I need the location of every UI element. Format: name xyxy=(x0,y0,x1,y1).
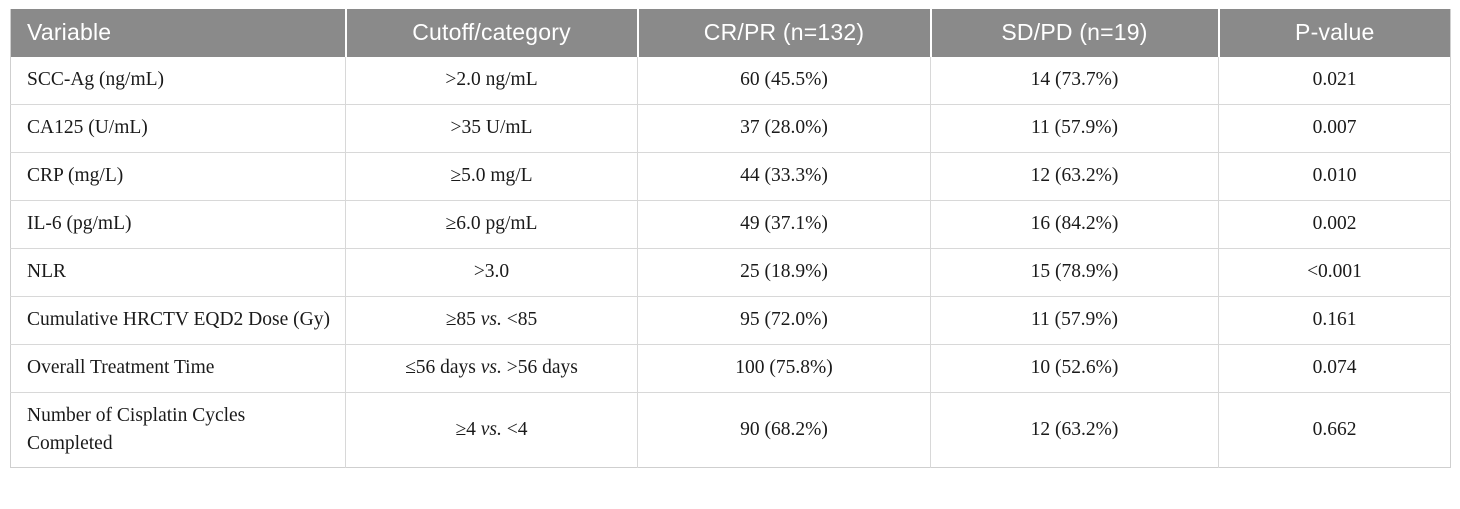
cell-sdpd: 12 (63.2%) xyxy=(930,392,1219,468)
table-row: IL-6 (pg/mL) ≥6.0 pg/mL 49 (37.1%) 16 (8… xyxy=(10,200,1451,249)
table-body: SCC-Ag (ng/mL) >2.0 ng/mL 60 (45.5%) 14 … xyxy=(10,56,1451,468)
cell-variable: Number of Cisplatin Cycles Completed xyxy=(10,392,346,468)
cell-crpr: 49 (37.1%) xyxy=(637,200,931,249)
outcome-predictors-table: Variable Cutoff/category CR/PR (n=132) S… xyxy=(10,9,1451,469)
table-row: NLR >3.0 25 (18.9%) 15 (78.9%) <0.001 xyxy=(10,248,1451,297)
cell-sdpd: 11 (57.9%) xyxy=(930,296,1219,345)
table-row: Overall Treatment Time ≤56 days vs. >56 … xyxy=(10,344,1451,393)
cell-pvalue: 0.662 xyxy=(1312,418,1357,440)
cell-sdpd: 12 (63.2%) xyxy=(930,152,1219,201)
cell-variable: Cumulative HRCTV EQD2 Dose (Gy) xyxy=(10,296,346,345)
header-row: Variable Cutoff/category CR/PR (n=132) S… xyxy=(10,9,1451,57)
table-row: CA125 (U/mL) >35 U/mL 37 (28.0%) 11 (57.… xyxy=(10,104,1451,153)
cell-crpr: 95 (72.0%) xyxy=(637,296,931,345)
column-header-sdpd: SD/PD (n=19) xyxy=(930,9,1220,57)
cell-cutoff: ≥4 vs. <4 xyxy=(345,392,638,468)
table-row: Cumulative HRCTV EQD2 Dose (Gy) ≥85 vs. … xyxy=(10,296,1451,345)
cell-pvalue: 0.021 xyxy=(1218,56,1451,105)
table-container: Variable Cutoff/category CR/PR (n=132) S… xyxy=(10,9,1451,469)
cell-pvalue: 0.002 xyxy=(1218,200,1451,249)
cell-sdpd: 10 (52.6%) xyxy=(930,344,1219,393)
cell-cutoff: >35 U/mL xyxy=(345,104,638,153)
cell-sdpd: 11 (57.9%) xyxy=(930,104,1219,153)
cell-variable: IL-6 (pg/mL) xyxy=(10,200,346,249)
cell-variable: NLR xyxy=(10,248,346,297)
cell-pvalue: <0.001 xyxy=(1218,248,1451,297)
cell-pvalue: 0.074 xyxy=(1218,344,1451,393)
column-header-crpr: CR/PR (n=132) xyxy=(637,9,932,57)
cell-sdpd: 15 (78.9%) xyxy=(930,248,1219,297)
table-row: CRP (mg/L) ≥5.0 mg/L 44 (33.3%) 12 (63.2… xyxy=(10,152,1451,201)
cell-variable: Overall Treatment Time xyxy=(10,344,346,393)
cell-pvalue: 0.161 xyxy=(1218,296,1451,345)
cell-variable: SCC-Ag (ng/mL) xyxy=(10,56,346,105)
cell-cutoff: >3.0 xyxy=(345,248,638,297)
table-header: Variable Cutoff/category CR/PR (n=132) S… xyxy=(10,9,1451,57)
cell-pvalue: 0.007 xyxy=(1218,104,1451,153)
cell-crpr: 25 (18.9%) xyxy=(637,248,931,297)
cell-cutoff: ≥85 vs. <85 xyxy=(345,296,638,345)
cell-variable: CRP (mg/L) xyxy=(10,152,346,201)
cell-cutoff: >2.0 ng/mL xyxy=(345,56,638,105)
cell-cutoff: ≤56 days vs. >56 days xyxy=(345,344,638,393)
cell-crpr: 60 (45.5%) xyxy=(637,56,931,105)
column-header-pvalue: P-value xyxy=(1218,9,1451,57)
cell-variable: CA125 (U/mL) xyxy=(10,104,346,153)
cell-pvalue: 0.010 xyxy=(1218,152,1451,201)
column-header-cutoff-category: Cutoff/category xyxy=(345,9,639,57)
cell-crpr: 100 (75.8%) xyxy=(637,344,931,393)
table-row: Number of Cisplatin Cycles Completed ≥4 … xyxy=(10,392,1451,468)
table-row: SCC-Ag (ng/mL) >2.0 ng/mL 60 (45.5%) 14 … xyxy=(10,56,1451,105)
cell-crpr: 37 (28.0%) xyxy=(637,104,931,153)
cell-sdpd: 14 (73.7%) xyxy=(930,56,1219,105)
column-header-variable: Variable xyxy=(10,9,347,57)
cell-cutoff: ≥6.0 pg/mL xyxy=(345,200,638,249)
cell-crpr: 90 (68.2%) xyxy=(637,392,931,468)
cell-sdpd: 16 (84.2%) xyxy=(930,200,1219,249)
cell-crpr: 44 (33.3%) xyxy=(637,152,931,201)
cell-cutoff: ≥5.0 mg/L xyxy=(345,152,638,201)
